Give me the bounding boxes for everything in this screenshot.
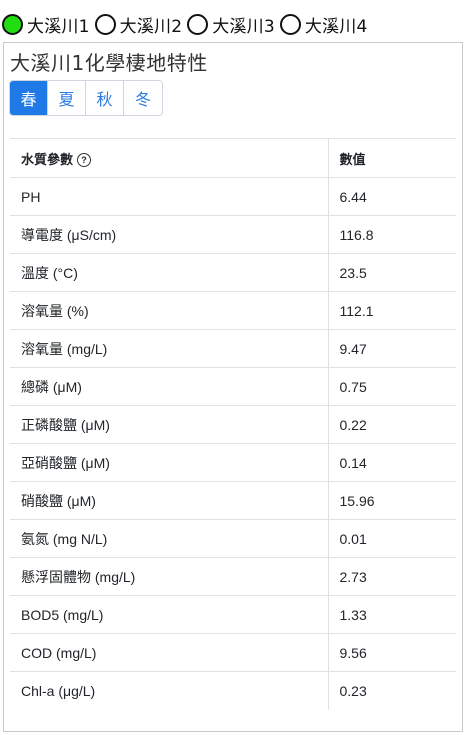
- param-cell: 導電度 (μS/cm): [10, 215, 329, 254]
- station-option-label[interactable]: 大溪川1: [27, 16, 90, 37]
- table-row: 導電度 (μS/cm) 116.8: [10, 215, 456, 254]
- season-tabs: 春 夏 秋 冬: [9, 80, 163, 116]
- value-cell: 0.23: [328, 671, 456, 710]
- value-cell: 9.56: [328, 633, 456, 672]
- value-cell: 0.01: [328, 519, 456, 558]
- param-header: 水質參數?: [10, 138, 329, 178]
- value-cell: 0.75: [328, 367, 456, 406]
- station-option-label[interactable]: 大溪川2: [119, 16, 183, 37]
- param-cell: 溫度 (°C): [10, 253, 329, 292]
- tab-winter[interactable]: 冬: [134, 90, 151, 109]
- param-header-label: 水質參數: [21, 151, 74, 167]
- param-cell: COD (mg/L): [10, 633, 329, 672]
- table-row: 硝酸鹽 (μM) 15.96: [10, 481, 456, 520]
- value-cell: 2.73: [328, 557, 456, 596]
- habitat-card: 大溪川1化學棲地特性 春 夏 秋 冬 水質參數? 數值 PH 6.44 導電度 (…: [3, 42, 463, 732]
- param-cell: 溶氧量 (mg/L): [10, 329, 329, 368]
- value-cell: 23.5: [328, 253, 456, 292]
- table-header-row: 水質參數? 數值: [10, 138, 456, 178]
- station-option-4[interactable]: 大溪川4: [279, 12, 368, 37]
- table-row: 正磷酸鹽 (μM) 0.22: [10, 405, 456, 444]
- param-cell: BOD5 (mg/L): [10, 595, 329, 634]
- station-option-label[interactable]: 大溪川3: [212, 16, 275, 37]
- table-row: BOD5 (mg/L) 1.33: [10, 595, 456, 634]
- station-option-3[interactable]: 大溪川3: [187, 12, 275, 37]
- card-title: 大溪川1化學棲地特性: [10, 51, 208, 75]
- param-cell: 亞硝酸鹽 (μM): [10, 443, 329, 482]
- table-row: COD (mg/L) 9.56: [10, 633, 456, 672]
- table-row: 溫度 (°C) 23.5: [10, 253, 456, 292]
- param-cell: Chl-a (μg/L): [10, 671, 329, 710]
- table-row: PH 6.44: [10, 177, 456, 216]
- param-cell: 懸浮固體物 (mg/L): [10, 557, 329, 596]
- table-row: 總磷 (μM) 0.75: [10, 367, 456, 406]
- table-row: 氨氮 (mg N/L) 0.01: [10, 519, 456, 558]
- value-cell: 15.96: [328, 481, 456, 520]
- value-cell: 1.33: [328, 595, 456, 634]
- radio-selected-icon[interactable]: [2, 13, 23, 35]
- station-option-1[interactable]: 大溪川1: [2, 12, 90, 37]
- table-row: Chl-a (μg/L) 0.23: [10, 671, 456, 710]
- radio-unselected-icon[interactable]: [279, 13, 301, 35]
- radio-unselected-icon[interactable]: [187, 13, 209, 35]
- param-cell: 硝酸鹽 (μM): [10, 481, 329, 520]
- value-cell: 0.22: [328, 405, 456, 444]
- tab-summer[interactable]: 夏: [48, 81, 86, 115]
- value-cell: 0.14: [328, 443, 456, 482]
- station-option-label[interactable]: 大溪川4: [304, 16, 368, 37]
- table-row: 溶氧量 (%) 112.1: [10, 291, 456, 330]
- water-quality-table: 水質參數? 數值 PH 6.44 導電度 (μS/cm) 116.8 溫度 (°C)…: [10, 138, 456, 710]
- tab-spring[interactable]: 春: [10, 81, 48, 115]
- value-cell: 9.47: [328, 329, 456, 368]
- table-row: 亞硝酸鹽 (μM) 0.14: [10, 443, 456, 482]
- station-option-2[interactable]: 大溪川2: [94, 12, 183, 37]
- table-row: 懸浮固體物 (mg/L) 2.73: [10, 557, 456, 596]
- param-cell: PH: [10, 177, 329, 216]
- station-selector: 大溪川1 大溪川2 大溪川3 大溪川4: [2, 8, 373, 40]
- param-cell: 氨氮 (mg N/L): [10, 519, 329, 558]
- value-cell: 112.1: [328, 291, 456, 330]
- param-cell: 溶氧量 (%): [10, 291, 329, 330]
- radio-unselected-icon[interactable]: [94, 13, 116, 35]
- value-cell: 6.44: [328, 177, 456, 216]
- param-cell: 正磷酸鹽 (μM): [10, 405, 329, 444]
- param-cell: 總磷 (μM): [10, 367, 329, 406]
- help-icon[interactable]: ?: [77, 153, 92, 168]
- table-row: 溶氧量 (mg/L) 9.47: [10, 329, 456, 368]
- tab-autumn[interactable]: 秋: [86, 81, 124, 115]
- value-cell: 116.8: [328, 215, 456, 254]
- value-header: 數值: [328, 138, 456, 178]
